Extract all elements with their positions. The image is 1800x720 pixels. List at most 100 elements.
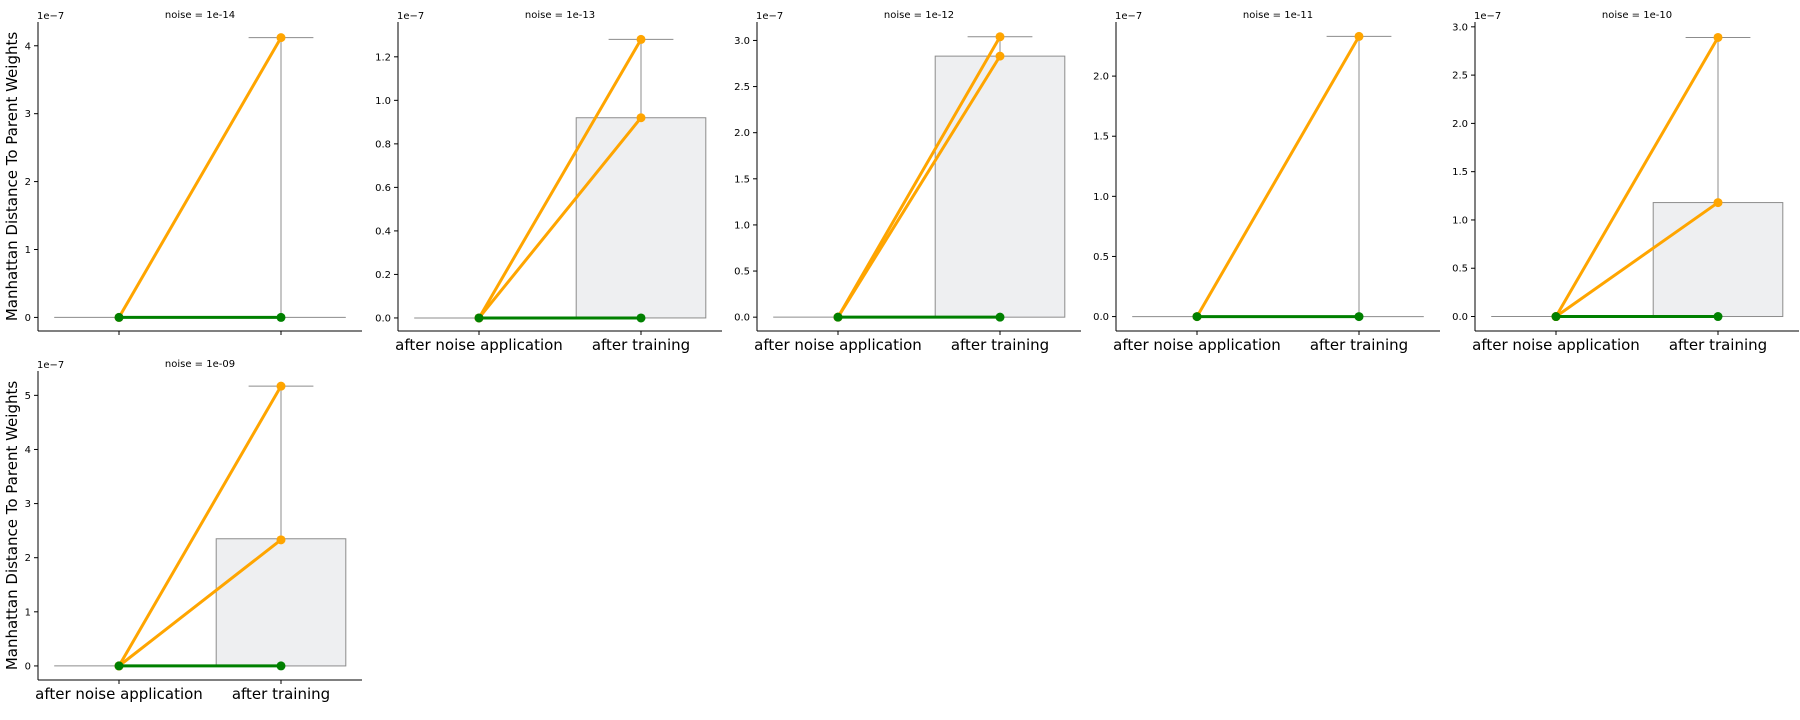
y-offset-label: 1e−7 <box>756 11 783 22</box>
series-line-1 <box>1195 35 1361 318</box>
x-tick-label: after noise application <box>1113 336 1281 354</box>
series-line-1 <box>117 36 283 319</box>
series-point <box>276 661 286 671</box>
x-tick-label: after noise application <box>395 336 563 354</box>
y-tick-label: 2.5 <box>1452 71 1468 82</box>
series-line-2 <box>1555 201 1719 318</box>
panel-title: noise = 1e-13 <box>525 10 595 21</box>
y-tick-label: 3 <box>25 109 31 120</box>
y-tick-label: 2.5 <box>734 82 750 93</box>
chart-panel-1: 0 1 2 3 4 1e−7 noise = 1e-14 Manhattan Distance… <box>3 10 362 335</box>
y-tick-label: 3 <box>25 499 31 510</box>
y-tick-label: 1.0 <box>734 220 750 231</box>
y-offset-label: 1e−7 <box>397 11 424 22</box>
x-tick-label: after noise application <box>35 685 203 703</box>
series-line-1 <box>117 385 283 667</box>
series-point <box>276 535 286 545</box>
y-tick-label: 2 <box>25 553 31 564</box>
y-tick-label: 0.5 <box>1452 264 1468 275</box>
series-point <box>636 313 646 323</box>
chart-panel-5: 0.0 0.5 1.0 1.5 2.0 2.5 3.0 after noise applica… <box>1452 10 1799 354</box>
series-point <box>833 312 843 322</box>
chart-panel-4: 0.0 0.5 1.0 1.5 2.0 after noise application af… <box>1093 10 1440 354</box>
y-tick-label: 2.0 <box>1452 119 1468 130</box>
series-point <box>1192 312 1202 322</box>
series-line-2 <box>118 538 282 668</box>
panel-title: noise = 1e-12 <box>884 10 954 21</box>
chart-panel-3: 0.0 0.5 1.0 1.5 2.0 2.5 3.0 after noise applica… <box>734 10 1081 354</box>
y-tick-label: 1.5 <box>1452 167 1468 178</box>
series-point <box>276 33 286 43</box>
x-tick-label: after noise application <box>754 336 922 354</box>
series-line-1 <box>477 38 643 319</box>
y-tick-label: 0.5 <box>1093 252 1109 263</box>
y-tick-label: 4 <box>25 445 31 456</box>
series-line-2 <box>836 55 1002 318</box>
series-point <box>114 312 124 322</box>
y-tick-label: 3.0 <box>734 36 750 47</box>
y-offset-label: 1e−7 <box>37 11 64 22</box>
y-tick-label: 0 <box>25 313 31 324</box>
series-point <box>995 312 1005 322</box>
y-tick-label: 2 <box>25 177 31 188</box>
series-point <box>276 312 286 322</box>
y-offset-label: 1e−7 <box>1115 11 1142 22</box>
series-point <box>995 32 1005 42</box>
y-tick-label: 1.0 <box>375 96 391 107</box>
series-point <box>276 381 286 391</box>
box-body <box>934 55 1066 318</box>
y-tick-label: 0 <box>25 661 31 672</box>
box-body <box>215 538 347 667</box>
panel-title: noise = 1e-11 <box>1243 10 1313 21</box>
panel-title: noise = 1e-09 <box>165 359 235 370</box>
y-tick-label: 1.5 <box>1093 132 1109 143</box>
series-point <box>1354 312 1364 322</box>
y-offset-label: 1e−7 <box>37 360 64 371</box>
y-tick-label: 5 <box>25 391 31 402</box>
y-tick-label: 0.0 <box>1452 312 1468 323</box>
series-line-1 <box>836 36 1002 318</box>
x-tick-label: after training <box>951 336 1049 354</box>
chart-panel-2: 0.0 0.2 0.4 0.6 0.8 1.0 1.2 after noise applica… <box>375 10 722 354</box>
series-point <box>1713 32 1723 42</box>
series-line-1 <box>1554 36 1720 318</box>
y-tick-label: 2.0 <box>1093 72 1109 83</box>
x-tick-label: after training <box>232 685 330 703</box>
series-point <box>636 34 646 44</box>
series-point <box>1713 198 1723 208</box>
series-point <box>995 51 1005 61</box>
x-tick-label: after training <box>1669 336 1767 354</box>
y-tick-label: 0.8 <box>375 139 391 150</box>
chart-panel-6: 0 1 2 3 4 5 after noise application after train… <box>3 359 362 703</box>
y-tick-label: 1.2 <box>375 52 391 63</box>
y-tick-label: 4 <box>25 41 31 52</box>
series-point <box>1551 312 1561 322</box>
y-tick-label: 1 <box>25 245 31 256</box>
x-tick-label: after training <box>592 336 690 354</box>
y-tick-label: 1.0 <box>1452 215 1468 226</box>
y-tick-label: 0.0 <box>375 313 391 324</box>
y-offset-label: 1e−7 <box>1474 11 1501 22</box>
series-point <box>1713 312 1723 322</box>
x-tick-label: after noise application <box>1472 336 1640 354</box>
series-point <box>474 313 484 323</box>
box-body <box>575 117 707 319</box>
y-tick-label: 0.0 <box>734 313 750 324</box>
y-tick-label: 0.2 <box>375 270 391 281</box>
panel-title: noise = 1e-14 <box>165 10 235 21</box>
y-tick-label: 1.0 <box>1093 192 1109 203</box>
y-tick-label: 0.6 <box>375 183 391 194</box>
y-tick-label: 1 <box>25 607 31 618</box>
series-point <box>636 113 646 123</box>
y-axis-label: Manhattan Distance To Parent Weights <box>3 381 21 671</box>
y-axis-label: Manhattan Distance To Parent Weights <box>3 32 21 322</box>
y-tick-label: 0.5 <box>734 267 750 278</box>
series-line-2 <box>477 116 643 319</box>
y-tick-label: 0.0 <box>1093 312 1109 323</box>
y-tick-label: 1.5 <box>734 174 750 185</box>
series-point <box>1354 31 1364 41</box>
series-point <box>114 661 124 671</box>
box-body <box>1652 202 1784 318</box>
y-tick-label: 0.4 <box>375 226 391 237</box>
